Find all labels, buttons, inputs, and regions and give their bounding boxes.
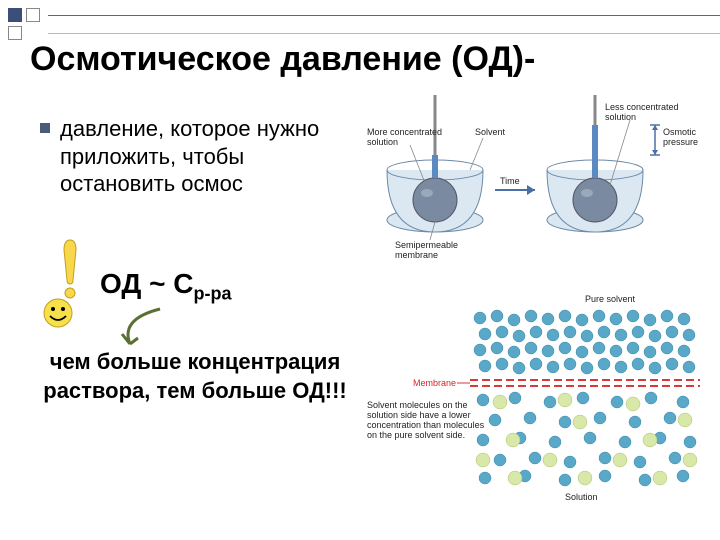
formula-sub: р-ра — [194, 284, 232, 304]
slide-title: Осмотическое давление (ОД)- — [30, 40, 535, 79]
definition-block: давление, которое нужно приложить, чтобы… — [40, 115, 350, 198]
diagram-label-osmotic: Osmotic pressure — [663, 127, 699, 147]
diagram-caption: Solvent molecules on the solution side h… — [367, 400, 487, 440]
formula-rel: ~ — [149, 268, 165, 299]
definition-text: давление, которое нужно приложить, чтобы… — [60, 115, 350, 198]
formula-text: ОД ~ Ср-ра — [100, 268, 340, 305]
bullet-icon — [40, 123, 50, 133]
explanation-text: чем больше концентрация раствора, тем бо… — [30, 348, 360, 405]
diagram-label-pure-solvent: Pure solvent — [585, 294, 636, 304]
diagram-label-solvent: Solvent — [475, 127, 506, 137]
diagram-label-more-conc: More concentrated solution — [367, 127, 445, 147]
formula-rhs: С — [173, 268, 193, 299]
membrane-molecule-diagram: Pure solvent Membrane — [365, 290, 705, 510]
diagram-label-time: Time — [500, 176, 520, 186]
osmosis-beaker-diagram: Time More concentrated solution Solvent … — [365, 90, 705, 260]
diagram-label-membrane: Semipermeable membrane — [395, 240, 461, 260]
formula-lhs: ОД — [100, 268, 141, 299]
curved-arrow-icon — [100, 304, 220, 354]
diagram-label-less-conc: Less concentrated solution — [605, 102, 681, 122]
diagram-label-membrane-red: Membrane — [413, 378, 456, 388]
formula-block: ОД ~ Ср-ра — [40, 268, 340, 305]
smiley-exclaim-icon — [40, 238, 100, 333]
diagram-label-solution: Solution — [565, 492, 598, 502]
